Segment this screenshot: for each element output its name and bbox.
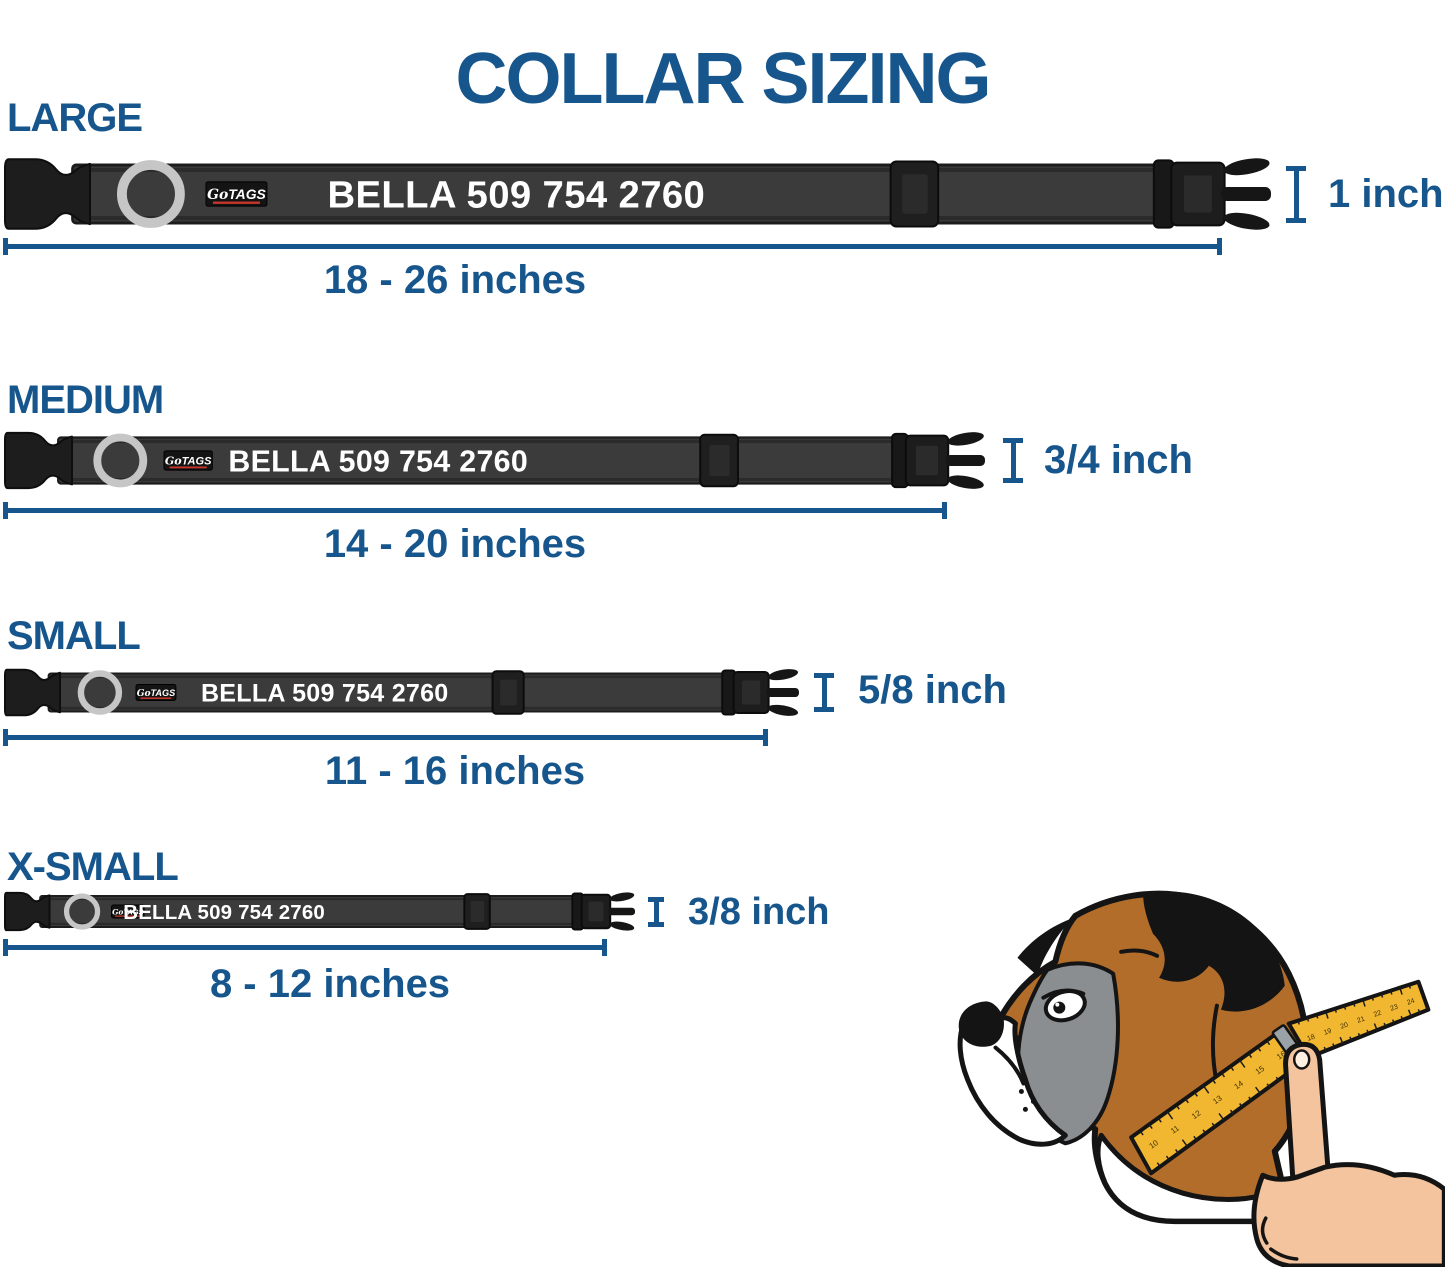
buckle-male-ridge xyxy=(891,432,909,489)
collar-strap xyxy=(39,895,584,928)
slider xyxy=(491,670,525,715)
hand xyxy=(1251,1041,1445,1267)
buckle-male xyxy=(1170,161,1226,227)
buckle-female xyxy=(4,431,73,490)
dog-eye-mask xyxy=(1015,961,1120,1146)
d-ring xyxy=(77,670,123,715)
buckle-female xyxy=(4,158,91,230)
size-label-medium: MEDIUM xyxy=(7,378,164,422)
length-range-xsmall: 8 - 12 inches xyxy=(209,962,451,1006)
logo-patch xyxy=(135,684,177,701)
svg-text:21: 21 xyxy=(1356,1016,1366,1025)
d-ring xyxy=(116,160,185,228)
collar-name-text: BELLA 509 754 2760 xyxy=(228,445,528,478)
length-range-small: 11 - 16 inches xyxy=(324,749,586,793)
svg-text:24: 24 xyxy=(1406,998,1416,1007)
length-line-medium xyxy=(3,502,947,519)
slider xyxy=(463,893,491,930)
logo-patch xyxy=(163,450,213,471)
length-line-xsmall xyxy=(3,939,607,956)
d-ring xyxy=(93,433,148,488)
collar-strap xyxy=(57,436,908,485)
logo-text: GoTAGS xyxy=(207,186,266,203)
buckle-prong-bottom xyxy=(947,475,984,489)
svg-text:20: 20 xyxy=(1340,1022,1350,1031)
svg-text:18: 18 xyxy=(1306,1034,1316,1043)
buckle-male-ridge xyxy=(1152,159,1175,229)
logo-underline xyxy=(115,915,141,917)
dog-right-ear xyxy=(1143,891,1285,1012)
buckle-male xyxy=(732,670,770,715)
size-label-small: SMALL xyxy=(7,614,141,658)
buckle-prong-center xyxy=(945,454,985,467)
collar-strap xyxy=(47,672,736,713)
logo-text: GoTAGS xyxy=(165,455,212,468)
width-label-small: 5/8 inch xyxy=(858,668,1007,712)
logo-underline xyxy=(169,466,207,469)
collar-strap xyxy=(71,163,1174,225)
width-indicator-medium xyxy=(1003,438,1023,483)
buckle-prong-center xyxy=(766,687,799,698)
buckle-prong-bottom xyxy=(609,921,635,931)
width-indicator-xsmall xyxy=(648,897,664,927)
buckle-male-ridge xyxy=(571,892,584,931)
length-line-small xyxy=(3,729,768,746)
collar-graphic-large: GoTAGS BELLA 509 754 2760 xyxy=(4,158,1271,230)
hand-fist xyxy=(1251,1162,1445,1267)
width-label-large: 1 inch xyxy=(1328,172,1444,216)
tape-ticks xyxy=(1130,981,1430,1174)
buckle-female xyxy=(4,668,61,717)
width-label-xsmall: 3/8 inch xyxy=(688,891,830,933)
logo-patch xyxy=(205,181,268,207)
slider xyxy=(889,160,940,228)
dog-left-ear xyxy=(1017,917,1074,976)
svg-text:23: 23 xyxy=(1390,1004,1400,1013)
logo-underline xyxy=(212,201,260,204)
buckle-male xyxy=(904,434,950,487)
dog-nose xyxy=(958,1001,1004,1047)
page-title: COLLAR SIZING xyxy=(455,39,992,120)
buckle-female xyxy=(4,891,51,932)
logo-patch xyxy=(111,904,145,919)
collar-name-text: BELLA 509 754 2760 xyxy=(123,901,325,924)
length-range-medium: 14 - 20 inches xyxy=(323,522,587,566)
buckle-prong-bottom xyxy=(768,704,799,716)
collar-graphic-medium: GoTAGS BELLA 509 754 2760 xyxy=(4,431,985,490)
buckle-prong-bottom xyxy=(1223,212,1270,230)
hand-index-finger xyxy=(1283,1041,1332,1180)
slider xyxy=(699,433,739,488)
buckle-male-ridge xyxy=(721,669,737,716)
buckle-prong-top xyxy=(768,669,799,681)
buckle-prong-center xyxy=(1221,187,1271,201)
buckle-prong-center xyxy=(608,907,635,916)
length-range-large: 18 - 26 inches xyxy=(323,258,587,302)
buckle-male xyxy=(580,893,612,930)
svg-text:22: 22 xyxy=(1373,1010,1383,1019)
buckle-prong-top xyxy=(609,892,635,902)
size-label-xsmall: X-SMALL xyxy=(7,845,179,889)
logo-underline xyxy=(140,697,172,699)
collar-name-text: BELLA 509 754 2760 xyxy=(328,174,706,217)
width-indicator-large xyxy=(1286,166,1306,223)
svg-text:19: 19 xyxy=(1323,1028,1333,1037)
dog-head xyxy=(957,890,1310,1225)
width-indicator-small xyxy=(814,673,834,712)
buckle-prong-top xyxy=(947,432,984,446)
buckle-prong-top xyxy=(1223,158,1270,176)
collar-graphic-small: GoTAGS BELLA 509 754 2760 xyxy=(4,668,799,717)
fingernail xyxy=(1292,1049,1311,1070)
collar-name-text: BELLA 509 754 2760 xyxy=(201,679,449,707)
logo-text: GoTAGS xyxy=(112,907,143,916)
logo-text: GoTAGS xyxy=(137,688,176,699)
length-line-large xyxy=(3,238,1222,255)
d-ring xyxy=(63,893,101,930)
width-label-medium: 3/4 inch xyxy=(1044,438,1193,482)
